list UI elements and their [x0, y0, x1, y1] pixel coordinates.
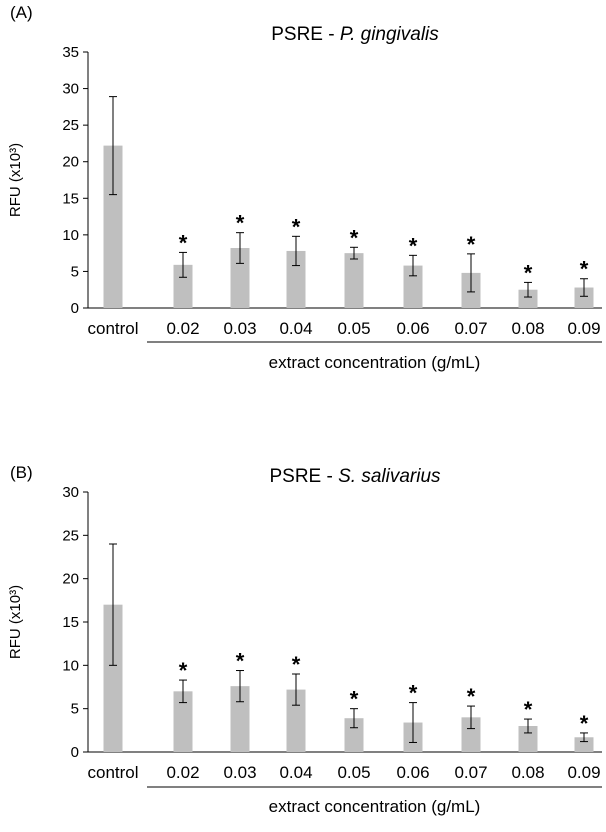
- x-tick-label: 0.07: [454, 319, 487, 338]
- bar: [230, 686, 250, 752]
- y-tick-label: 35: [62, 44, 79, 61]
- x-tick-label: 0.05: [337, 319, 370, 338]
- x-tick-label: control: [87, 319, 138, 338]
- significance-marker: *: [179, 230, 188, 255]
- x-tick-label: 0.05: [337, 763, 370, 782]
- significance-marker: *: [179, 658, 188, 683]
- bar: [103, 604, 123, 752]
- chart-title: PSRE - P. gingivalis: [271, 24, 439, 45]
- y-tick-label: 10: [62, 657, 79, 674]
- x-tick-label: 0.06: [396, 319, 429, 338]
- y-tick-label: 30: [62, 81, 79, 98]
- chart-title: PSRE - S. salivarius: [269, 466, 441, 487]
- panel-label: (A): [10, 3, 33, 22]
- y-tick-label: 10: [62, 227, 79, 244]
- x-tick-label: control: [87, 763, 138, 782]
- significance-marker: *: [580, 711, 589, 736]
- x-axis-label: extract concentration (g/mL): [269, 797, 481, 816]
- significance-marker: *: [236, 649, 245, 674]
- significance-marker: *: [409, 681, 418, 706]
- bar: [574, 287, 594, 308]
- x-axis-label: extract concentration (g/mL): [269, 353, 481, 372]
- x-tick-label: 0.09: [567, 763, 600, 782]
- bar: [518, 289, 538, 308]
- chart-panel-b: (B) PSRE - S. salivarius 0 5 10 15 20 25 30 RFU (…: [7, 463, 602, 816]
- y-tick-label: 30: [62, 484, 79, 501]
- x-tick-label: 0.03: [223, 763, 256, 782]
- bar: [574, 737, 594, 752]
- x-tick-label: 0.08: [511, 763, 544, 782]
- x-tick-label: 0.02: [166, 319, 199, 338]
- significance-marker: *: [467, 684, 476, 709]
- bar: [344, 253, 364, 308]
- bar: [461, 717, 481, 752]
- x-tick-label: 0.08: [511, 319, 544, 338]
- x-tick-label: 0.04: [279, 319, 312, 338]
- bar: [518, 726, 538, 752]
- x-tick-label: 0.06: [396, 763, 429, 782]
- chart-title-species: S. salivarius: [338, 466, 441, 487]
- x-tick-label: 0.02: [166, 763, 199, 782]
- significance-marker: *: [350, 687, 359, 712]
- x-tick-label: 0.09: [567, 319, 600, 338]
- chart-title-prefix: PSRE -: [269, 466, 338, 487]
- chart-title-species: P. gingivalis: [340, 24, 439, 45]
- x-tick-label: 0.04: [279, 763, 312, 782]
- significance-marker: *: [524, 260, 533, 285]
- x-tick-label: 0.03: [223, 319, 256, 338]
- y-axis-label: RFU (x10³): [7, 143, 24, 217]
- chart-title-prefix: PSRE -: [271, 24, 340, 45]
- bar: [230, 248, 250, 308]
- y-tick-label: 15: [62, 614, 79, 631]
- significance-marker: *: [292, 214, 301, 239]
- bar: [344, 718, 364, 752]
- x-tick-label: 0.07: [454, 763, 487, 782]
- y-tick-label: 0: [71, 300, 79, 317]
- bar: [103, 145, 123, 308]
- significance-marker: *: [524, 697, 533, 722]
- y-tick-label: 5: [71, 701, 79, 718]
- bar: [286, 250, 306, 308]
- significance-marker: *: [409, 233, 418, 258]
- y-tick-label: 25: [62, 527, 79, 544]
- significance-marker: *: [350, 225, 359, 250]
- significance-marker: *: [236, 211, 245, 236]
- bar: [173, 264, 193, 308]
- y-tick-label: 20: [62, 571, 79, 588]
- y-tick-label: 5: [71, 263, 79, 280]
- bar: [286, 689, 306, 752]
- significance-marker: *: [467, 232, 476, 257]
- y-tick-label: 25: [62, 117, 79, 134]
- significance-marker: *: [292, 652, 301, 677]
- y-axis-label: RFU (x10³): [7, 585, 24, 659]
- y-tick-label: 20: [62, 154, 79, 171]
- bar: [173, 691, 193, 752]
- y-tick-label: 0: [71, 744, 79, 761]
- panel-label: (B): [10, 463, 33, 482]
- y-tick-label: 15: [62, 190, 79, 207]
- significance-marker: *: [580, 257, 589, 282]
- chart-panel-a: (A) PSRE - P. gingivalis 0 5 10 15 20 25 30 35 RFU…: [7, 3, 602, 372]
- bar: [403, 265, 423, 308]
